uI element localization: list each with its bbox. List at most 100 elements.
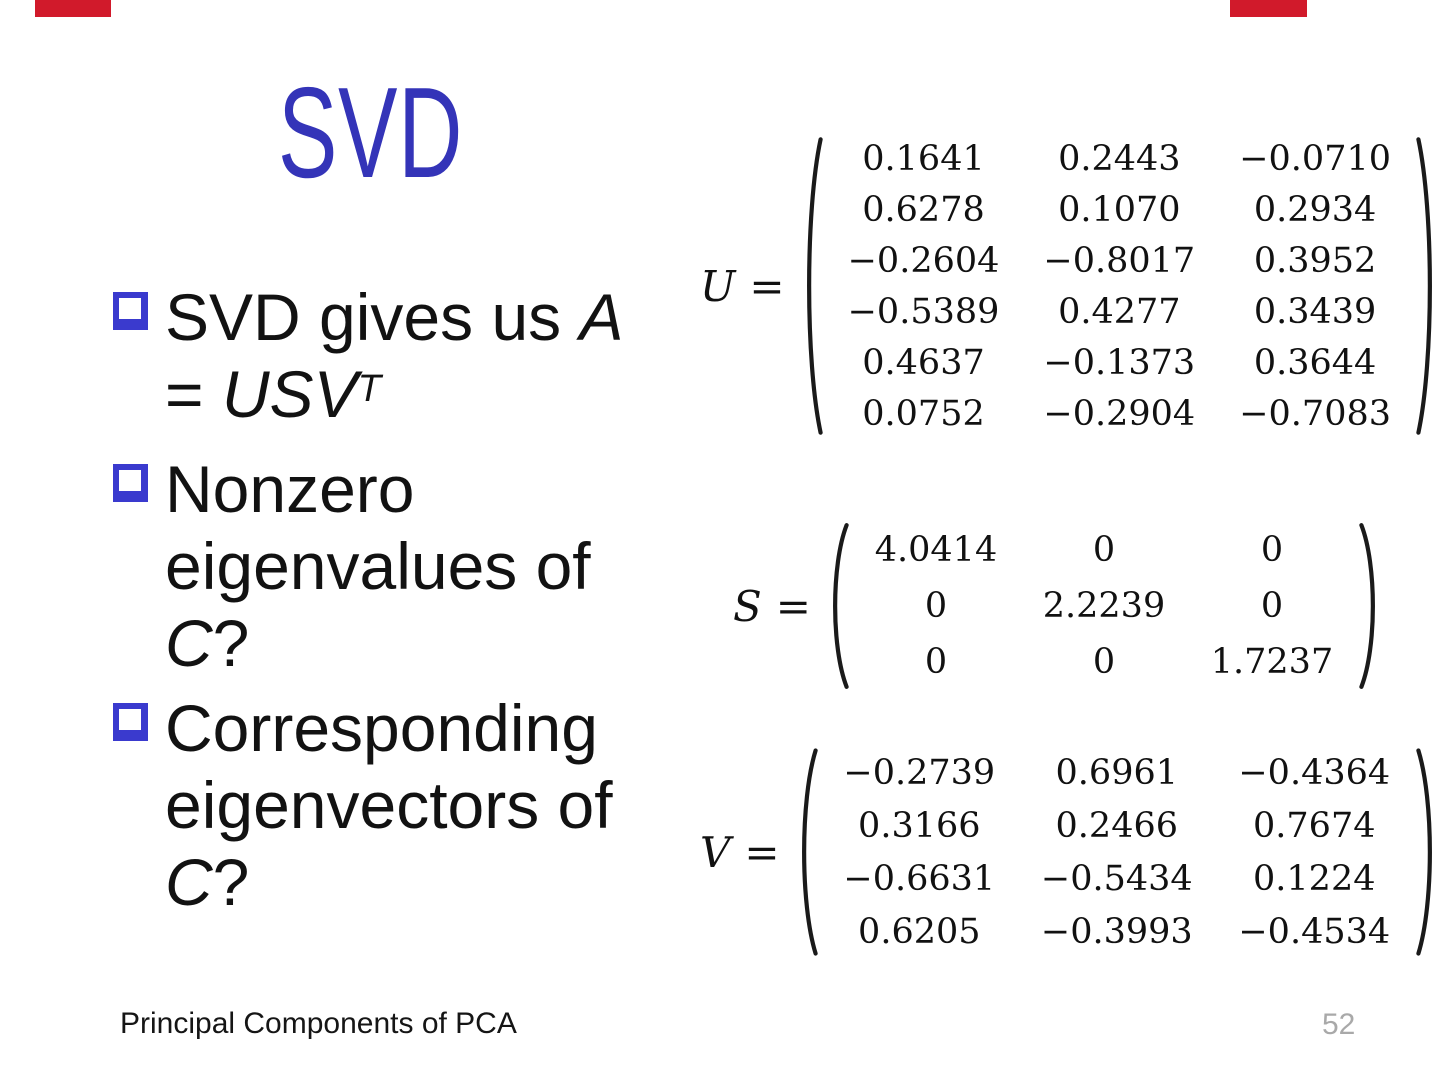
matrix-cell: 0.2443	[1058, 138, 1181, 179]
bullet-line: eigenvectors of	[165, 767, 613, 844]
matrix-cell: 0.4277	[1058, 291, 1181, 332]
matrix-cell: −0.0710	[1239, 138, 1391, 179]
page-number: 52	[1322, 1008, 1356, 1041]
matrix-s: S = 4.0414 0 0 0 2.2239 0 0 0 1.7237	[733, 520, 1383, 692]
equals-sign: =	[775, 581, 811, 631]
matrix-cell: 0.1641	[862, 138, 985, 179]
matrix-cell: −0.6631	[843, 858, 996, 899]
matrix-cell: 1.7237	[1210, 642, 1334, 682]
matrix-cell: −0.7083	[1239, 393, 1391, 434]
red-bar-right	[1230, 0, 1307, 17]
matrix-cell: 0.6205	[858, 911, 981, 952]
bullet-line: = USVT	[165, 356, 624, 443]
bullet-item: SVD gives us A = USVT	[113, 279, 693, 443]
equals-sign: =	[749, 261, 785, 311]
matrix-cell: 0	[924, 642, 948, 682]
square-bullet-icon	[113, 292, 148, 330]
bullet-line: Nonzero	[165, 451, 591, 528]
right-paren-icon	[1413, 130, 1440, 442]
bullet-text-segment: Corresponding	[165, 691, 598, 765]
matrix-row: −0.6631 −0.5434 0.1224	[821, 852, 1413, 905]
bullet-item: Nonzero eigenvalues of C?	[113, 451, 693, 682]
bullet-text-segment: SVD gives us	[165, 280, 580, 354]
footer-text: Principal Components of PCA	[120, 1007, 517, 1040]
matrix-cell: −0.2904	[1043, 393, 1196, 434]
matrix-cell: −0.2604	[847, 240, 1000, 281]
matrix-cell: 0.0752	[862, 393, 985, 434]
equals-sign: =	[744, 827, 780, 877]
matrix-v: V = −0.2739 0.6961 −0.4364 0.3166 0.2466 0.7674…	[700, 744, 1440, 960]
bullet-text-segment: A	[579, 280, 624, 354]
bullet-line: eigenvalues of	[165, 528, 591, 605]
matrix-cell: −0.4364	[1238, 752, 1391, 793]
bullet-item: Corresponding eigenvectors of C?	[113, 690, 693, 921]
matrix-cell: −0.5434	[1040, 858, 1193, 899]
matrix-cell: 0.3952	[1253, 240, 1377, 281]
matrix-rows: 4.0414 0 0 0 2.2239 0 0 0 1.7237	[852, 522, 1356, 690]
matrix-table: −0.2739 0.6961 −0.4364 0.3166 0.2466 0.7674 −0…	[821, 746, 1413, 958]
matrix-row: 0 0 1.7237	[852, 634, 1356, 690]
matrix-cell: 0.7674	[1253, 805, 1376, 846]
matrix-cell: 0	[1260, 530, 1284, 570]
matrix-row: 0.6278 0.1070 0.2934	[826, 184, 1413, 235]
matrix-cell: 0	[924, 586, 948, 626]
bullet-line: Corresponding	[165, 690, 613, 767]
matrix-variable: V	[700, 827, 731, 877]
matrix-cell: 0.3439	[1253, 291, 1377, 332]
matrix-cell: −0.4534	[1238, 911, 1391, 952]
matrix-row: 0 2.2239 0	[852, 578, 1356, 634]
bullet-text-segment: ?	[212, 606, 250, 680]
matrix-table: 0.1641 0.2443 −0.0710 0.6278 0.1070 0.2934 −0.…	[826, 133, 1413, 439]
matrix-cell: 0.6278	[862, 189, 985, 230]
bullet-text-segment: USV	[221, 357, 358, 431]
matrix-rows: −0.2739 0.6961 −0.4364 0.3166 0.2466 0.7674 −0…	[821, 746, 1413, 958]
left-paren-icon	[825, 520, 852, 692]
matrix-cell: 0.2934	[1253, 189, 1377, 230]
matrix-cell: −0.8017	[1043, 240, 1196, 281]
matrix-cell: −0.3993	[1040, 911, 1193, 952]
matrix-cell: 2.2239	[1042, 586, 1166, 626]
bullet-text-segment: =	[165, 357, 222, 431]
matrix-cell: 0	[1260, 586, 1284, 626]
matrix-variable: S	[733, 581, 762, 631]
page-title: SVD	[278, 61, 464, 205]
matrix-row: 0.1641 0.2443 −0.0710	[826, 133, 1413, 184]
matrix-rows: 0.1641 0.2443 −0.0710 0.6278 0.1070 0.2934 −0.…	[826, 133, 1413, 439]
matrix-cell: 0.3166	[858, 805, 981, 846]
red-bar-left	[35, 0, 111, 17]
square-bullet-icon	[113, 703, 148, 741]
bullet-text: SVD gives us A = USVT	[165, 279, 624, 443]
matrix-cell: 0.3644	[1253, 342, 1377, 383]
matrix-cell: 0.1224	[1253, 858, 1376, 899]
bullet-text-segment: eigenvalues of	[165, 529, 591, 603]
left-paren-icon	[799, 130, 826, 442]
bullet-text: Corresponding eigenvectors of C?	[165, 690, 613, 921]
matrix-row: 0.0752 −0.2904 −0.7083	[826, 388, 1413, 439]
matrix-row: −0.2739 0.6961 −0.4364	[821, 746, 1413, 799]
matrix-cell: 0.4637	[862, 342, 985, 383]
bullet-line: SVD gives us A	[165, 279, 624, 356]
matrix-u: U = 0.1641 0.2443 −0.0710 0.6278 0.1070 0.2934−…	[700, 130, 1440, 442]
matrix-row: 0.4637 −0.1373 0.3644	[826, 337, 1413, 388]
matrix-row: −0.2604 −0.8017 0.3952	[826, 235, 1413, 286]
matrix-cell: 0.6961	[1055, 752, 1178, 793]
bullet-text-segment: C	[165, 606, 213, 680]
right-paren-icon	[1413, 744, 1440, 960]
matrix-cell: 4.0414	[874, 530, 998, 570]
square-bullet-icon	[113, 464, 148, 502]
left-paren-icon	[794, 744, 821, 960]
bullet-line: C?	[165, 844, 613, 921]
bullet-text: Nonzero eigenvalues of C?	[165, 451, 591, 682]
matrix-row: 4.0414 0 0	[852, 522, 1356, 578]
bullet-text-segment: eigenvectors of	[165, 768, 613, 842]
matrix-table: 4.0414 0 0 0 2.2239 0 0 0 1.7237	[852, 522, 1356, 690]
right-paren-icon	[1356, 520, 1383, 692]
bullet-list: SVD gives us A = USVT Nonzero eigenvalues o…	[113, 279, 693, 929]
matrix-label: S =	[733, 582, 811, 631]
matrix-row: 0.6205 −0.3993 −0.4534	[821, 905, 1413, 958]
bullet-text-segment: T	[357, 366, 381, 410]
matrix-row: −0.5389 0.4277 0.3439	[826, 286, 1413, 337]
matrix-cell: 0	[1092, 642, 1116, 682]
matrix-label: V =	[700, 828, 780, 877]
